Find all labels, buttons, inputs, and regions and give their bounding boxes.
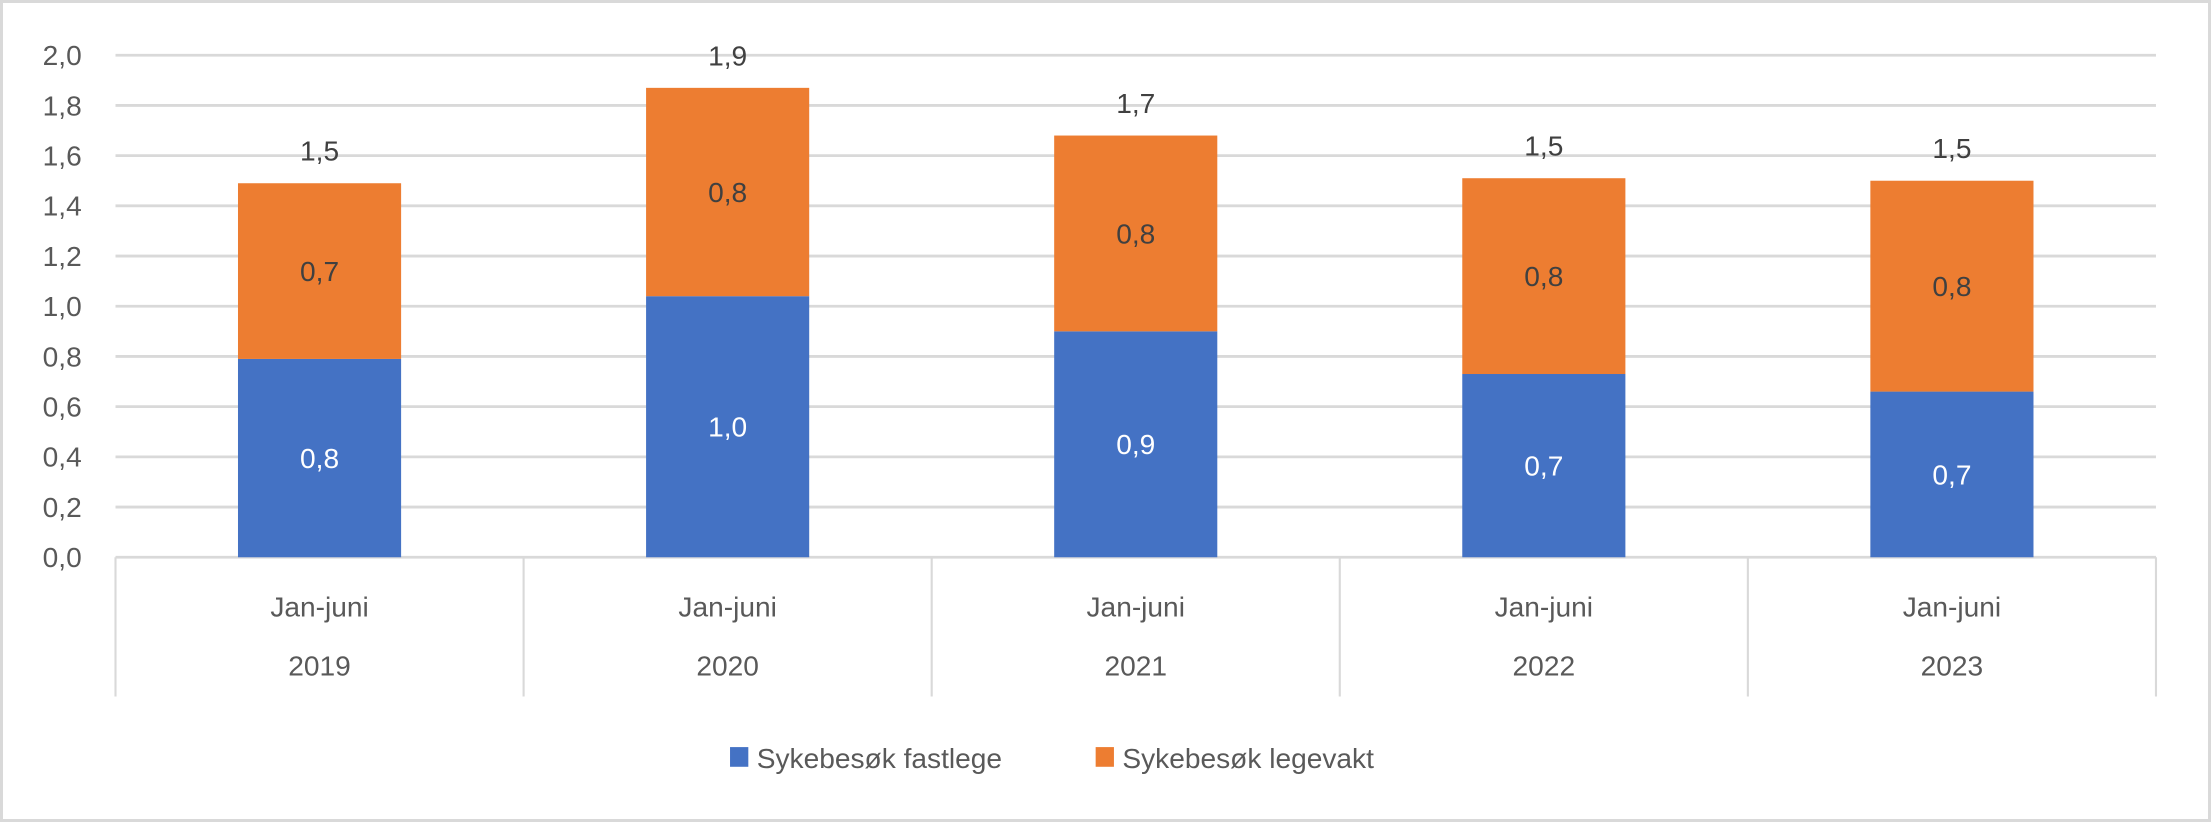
x-category-year: 2020	[696, 650, 759, 681]
total-label: 1,5	[1932, 133, 1971, 164]
bar-legevakt	[646, 87, 810, 297]
total-label: 1,5	[1524, 131, 1563, 162]
total-label: 1,7	[1116, 88, 1155, 119]
y-tick-label: 0,4	[43, 442, 82, 473]
data-label: 0,7	[1932, 459, 1971, 490]
data-label: 0,9	[1116, 429, 1155, 460]
legend-label: Sykebesøk fastlege	[757, 743, 1002, 774]
data-label: 0,8	[1524, 261, 1563, 292]
y-tick-label: 2,0	[43, 40, 82, 71]
x-category-year: 2019	[288, 650, 351, 681]
y-tick-label: 0,0	[43, 542, 82, 573]
y-tick-label: 1,4	[43, 191, 82, 222]
x-category-period: Jan-juni	[1087, 591, 1185, 622]
bar-fastlege	[237, 358, 402, 558]
legend-swatch	[1095, 747, 1114, 767]
data-label: 0,7	[1524, 450, 1563, 481]
data-label: 0,8	[1116, 218, 1155, 249]
bar-legevakt	[1054, 135, 1218, 332]
bar-legevakt	[237, 183, 402, 359]
y-tick-label: 1,2	[43, 241, 82, 272]
x-category-period: Jan-juni	[1495, 591, 1593, 622]
bar-legevakt	[1870, 180, 2034, 392]
total-label: 1,9	[708, 40, 747, 71]
data-label: 0,8	[300, 443, 339, 474]
x-category-year: 2023	[1921, 650, 1984, 681]
bar-fastlege	[1054, 331, 1218, 558]
y-tick-label: 0,8	[43, 341, 82, 372]
data-label: 0,8	[708, 177, 747, 208]
y-tick-label: 1,6	[43, 140, 82, 171]
data-label: 1,0	[708, 412, 747, 443]
total-label: 1,5	[300, 136, 339, 167]
x-category-period: Jan-juni	[678, 591, 776, 622]
legend-label: Sykebesøk legevakt	[1122, 743, 1374, 774]
x-category-period: Jan-juni	[1903, 591, 2001, 622]
y-tick-label: 1,8	[43, 90, 82, 121]
bar-fastlege	[1462, 374, 1626, 558]
y-tick-label: 1,0	[43, 291, 82, 322]
y-tick-label: 0,6	[43, 391, 82, 422]
stacked-bar-chart: 0,0 0,2 0,4 0,6 0,8 1,0 1,2 1,4 1,6 1,8 2,0 0,8 0,7 1…	[43, 40, 2158, 774]
bar-legevakt	[1462, 178, 1626, 375]
data-label: 0,8	[1932, 271, 1971, 302]
legend-swatch	[730, 747, 749, 767]
bar-fastlege	[646, 296, 810, 558]
x-category-period: Jan-juni	[270, 591, 368, 622]
data-label: 0,7	[300, 256, 339, 287]
y-tick-label: 0,2	[43, 492, 82, 523]
x-category-year: 2022	[1513, 650, 1576, 681]
bar-fastlege	[1870, 391, 2034, 558]
x-category-year: 2021	[1104, 650, 1167, 681]
